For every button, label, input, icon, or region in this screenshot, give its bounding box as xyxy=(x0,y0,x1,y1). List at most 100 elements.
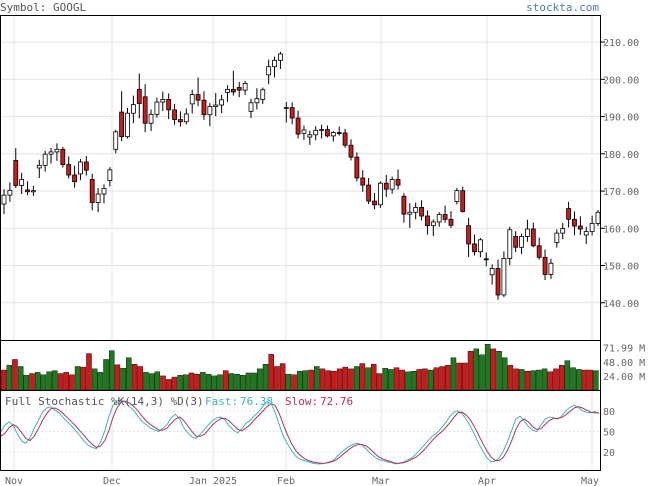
candle-body xyxy=(489,268,495,276)
volume-bar xyxy=(239,375,246,391)
stochastic-axis: 80 50 20 xyxy=(603,407,615,459)
volume-bar xyxy=(302,370,309,391)
candle-body xyxy=(119,111,125,138)
volume-bar xyxy=(245,372,252,391)
volume-bar xyxy=(558,365,565,391)
volume-bar xyxy=(205,373,212,391)
candle-body xyxy=(519,236,524,248)
candle-body xyxy=(466,225,472,245)
volume-bar xyxy=(23,375,30,391)
candle-body xyxy=(230,88,236,93)
candle-body xyxy=(272,59,277,68)
volume-bar xyxy=(587,369,593,391)
volume-bar xyxy=(484,343,491,391)
volume-bar xyxy=(399,369,405,391)
candle-body xyxy=(477,239,483,253)
volume-bar xyxy=(348,368,354,391)
volume-bar xyxy=(74,366,81,391)
candle-body xyxy=(248,102,254,112)
volume-bar xyxy=(160,375,166,391)
volume-bar xyxy=(296,371,303,391)
volume-bar xyxy=(370,363,377,391)
date-tick-label: Nov xyxy=(5,476,23,486)
volume-bar xyxy=(154,371,161,391)
volume-bar xyxy=(131,363,138,391)
candle-body xyxy=(95,193,101,203)
volume-bar xyxy=(524,371,531,391)
candle-body xyxy=(383,182,389,190)
volume-bar xyxy=(439,366,445,391)
candle-body xyxy=(13,160,19,186)
volume-bar xyxy=(427,369,434,391)
volume-bar xyxy=(490,348,497,391)
volume-bar xyxy=(530,370,536,391)
candle-body xyxy=(195,94,201,101)
site-link[interactable]: stockta.com xyxy=(526,1,599,14)
candle-body xyxy=(89,179,95,203)
volume-bar xyxy=(211,375,218,391)
volume-bar xyxy=(137,366,143,391)
volume-bar xyxy=(553,368,559,391)
candle-body xyxy=(101,188,107,195)
volume-bar xyxy=(593,370,599,391)
volume-bar xyxy=(257,368,263,391)
candle-body xyxy=(19,179,25,186)
volume-bar xyxy=(365,367,371,391)
candle-body xyxy=(572,218,577,227)
volume-tick-label: 24.00 M xyxy=(603,372,645,383)
volume-bar xyxy=(0,369,7,391)
candle-body xyxy=(577,225,583,230)
volume-bar xyxy=(331,371,337,391)
volume-bar xyxy=(109,350,115,391)
volume-bar xyxy=(285,373,292,391)
volume-bar xyxy=(576,369,582,391)
volume-bar xyxy=(570,367,576,391)
candle-body xyxy=(278,53,283,61)
candle-body xyxy=(48,151,54,155)
price-tick-label: 140.00 xyxy=(603,299,639,310)
candle-body xyxy=(113,131,119,150)
candle-body xyxy=(507,229,513,259)
candle-body xyxy=(54,148,60,153)
candle-body xyxy=(525,228,530,237)
candle-body xyxy=(436,214,442,223)
candle-body xyxy=(583,231,589,236)
candle-body xyxy=(142,96,148,124)
volume-bars xyxy=(0,343,599,391)
candle-body xyxy=(442,214,448,220)
stochastic-lines xyxy=(0,399,600,465)
volume-bar xyxy=(69,374,75,391)
candle-body xyxy=(107,169,113,182)
volume-bar xyxy=(120,368,126,391)
candlestick-series xyxy=(1,51,601,300)
candle-body xyxy=(460,190,466,212)
volume-bar xyxy=(564,360,571,391)
date-tick-label: May xyxy=(581,476,599,486)
candle-body xyxy=(130,104,136,114)
volume-bar xyxy=(359,363,366,391)
candle-body xyxy=(401,195,407,215)
candle-body xyxy=(7,189,13,196)
candle-body xyxy=(430,221,436,227)
volume-bar xyxy=(194,373,200,391)
candle-body xyxy=(560,228,566,234)
volume-bar xyxy=(234,373,240,391)
candle-body xyxy=(454,190,460,202)
volume-bar xyxy=(388,369,394,391)
volume-bar xyxy=(217,374,223,391)
volume-bar xyxy=(274,366,280,391)
volume-bar xyxy=(536,369,542,391)
date-tick-label: Mar xyxy=(372,476,390,486)
candle-body xyxy=(183,113,189,123)
stochastic-tick-label: 80 xyxy=(603,407,615,418)
volume-bar xyxy=(456,362,462,391)
candle-body xyxy=(313,129,319,136)
candle-body xyxy=(189,94,195,105)
candle-body xyxy=(260,89,266,100)
candle-body xyxy=(342,132,348,146)
slow-label: Slow: xyxy=(285,395,318,408)
candle-body xyxy=(330,132,336,137)
volume-bar xyxy=(177,375,183,391)
candle-body xyxy=(395,179,401,186)
volume-bar xyxy=(126,357,132,391)
